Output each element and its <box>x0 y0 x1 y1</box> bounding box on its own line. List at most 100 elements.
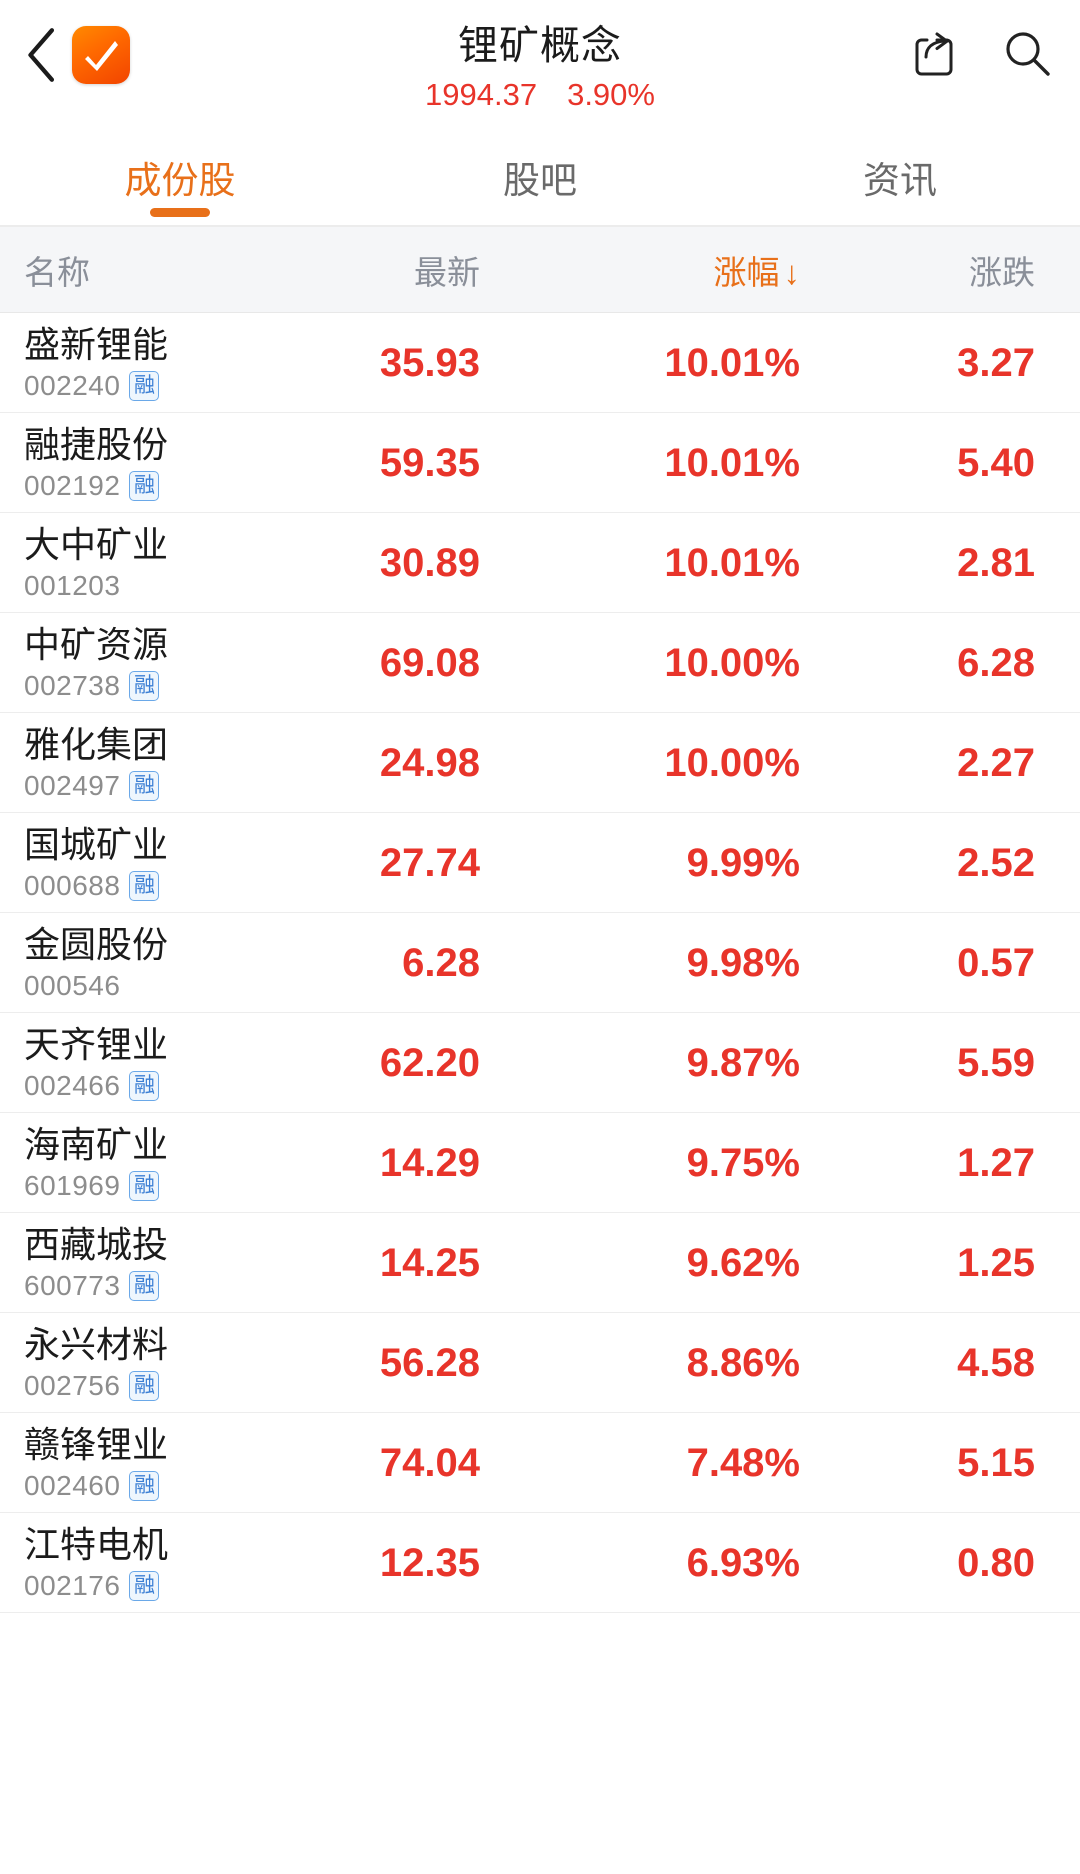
column-header-change-percent[interactable]: 涨幅 ↓ <box>560 246 860 294</box>
index-value: 1994.37 <box>425 77 538 112</box>
stock-code: 002497 <box>24 769 121 801</box>
app-logo-checkmark-icon[interactable] <box>72 26 130 84</box>
latest-price: 62.20 <box>379 1040 480 1085</box>
stock-name: 中矿资源 <box>24 623 169 665</box>
change-percent: 8.86% <box>686 1340 800 1385</box>
stock-code-line: 002756 融 <box>24 1369 300 1403</box>
change-amount-cell: 2.27 <box>860 739 1080 787</box>
column-header-change[interactable]: 涨跌 <box>860 246 1080 294</box>
latest-price: 12.35 <box>379 1540 480 1585</box>
column-header-name-label: 名称 <box>24 253 90 291</box>
change-amount-cell: 3.27 <box>860 339 1080 387</box>
tab-news[interactable]: 资讯 <box>720 135 1080 225</box>
stock-identity: 金圆股份 000546融 <box>0 923 300 1003</box>
stock-code: 002756 <box>24 1369 121 1401</box>
change-amount-cell: 0.80 <box>860 1539 1080 1587</box>
tab-stock-bar[interactable]: 股吧 <box>360 135 720 225</box>
tab-label: 资讯 <box>863 159 937 201</box>
table-row[interactable]: 永兴材料 002756 融 56.28 8.86% 4.58 <box>0 1313 1080 1413</box>
column-header-change-percent-label: 涨幅 <box>713 253 780 291</box>
table-row[interactable]: 海南矿业 601969 融 14.29 9.75% 1.27 <box>0 1113 1080 1213</box>
stock-code: 002460 <box>24 1469 121 1501</box>
stock-identity: 融捷股份 002192 融 <box>0 423 300 503</box>
latest-price-cell: 14.29 <box>300 1139 560 1187</box>
tab-bar: 成份股 股吧 资讯 <box>0 135 1080 227</box>
change-percent: 9.62% <box>686 1240 800 1285</box>
stock-identity: 西藏城投 600773 融 <box>0 1223 300 1303</box>
table-column-header: 名称 最新 涨幅 ↓ 涨跌 <box>0 227 1080 313</box>
latest-price: 14.29 <box>379 1140 480 1185</box>
change-percent-cell: 7.48% <box>560 1439 860 1487</box>
table-row[interactable]: 国城矿业 000688 融 27.74 9.99% 2.52 <box>0 813 1080 913</box>
latest-price-cell: 35.93 <box>300 339 560 387</box>
table-row[interactable]: 中矿资源 002738 融 69.08 10.00% 6.28 <box>0 613 1080 713</box>
change-percent-cell: 6.93% <box>560 1539 860 1587</box>
column-header-name[interactable]: 名称 <box>0 246 300 294</box>
margin-trading-badge: 融 <box>129 1070 160 1101</box>
column-header-latest[interactable]: 最新 <box>300 246 560 294</box>
stock-name: 大中矿业 <box>24 523 169 565</box>
change-amount-cell: 5.40 <box>860 439 1080 487</box>
search-icon[interactable] <box>1002 28 1054 80</box>
latest-price-cell: 24.98 <box>300 739 560 787</box>
stock-name: 永兴材料 <box>24 1323 169 1365</box>
sort-descending-icon: ↓ <box>783 253 801 291</box>
latest-price: 35.93 <box>379 340 480 385</box>
stock-list: 盛新锂能 002240 融 35.93 10.01% 3.27 融捷股份 002192 融 59.… <box>0 313 1080 1613</box>
latest-price: 56.28 <box>379 1340 480 1385</box>
table-row[interactable]: 融捷股份 002192 融 59.35 10.01% 5.40 <box>0 413 1080 513</box>
change-amount: 2.81 <box>957 540 1035 585</box>
change-amount: 0.57 <box>957 940 1035 985</box>
latest-price: 74.04 <box>379 1440 480 1485</box>
table-row[interactable]: 江特电机 002176 融 12.35 6.93% 0.80 <box>0 1513 1080 1613</box>
latest-price-cell: 30.89 <box>300 539 560 587</box>
stock-code-line: 601969 融 <box>24 1169 300 1203</box>
stock-name: 盛新锂能 <box>24 323 169 365</box>
latest-price-cell: 12.35 <box>300 1539 560 1587</box>
latest-price-cell: 14.25 <box>300 1239 560 1287</box>
stock-identity: 天齐锂业 002466 融 <box>0 1023 300 1103</box>
stock-name: 江特电机 <box>24 1523 169 1565</box>
table-row[interactable]: 金圆股份 000546融 6.28 9.98% 0.57 <box>0 913 1080 1013</box>
margin-trading-badge: 融 <box>129 370 160 401</box>
margin-trading-badge: 融 <box>129 1470 160 1501</box>
change-percent-cell: 9.87% <box>560 1039 860 1087</box>
stock-code-line: 002497 融 <box>24 769 300 803</box>
stock-identity: 国城矿业 000688 融 <box>0 823 300 903</box>
table-row[interactable]: 天齐锂业 002466 融 62.20 9.87% 5.59 <box>0 1013 1080 1113</box>
margin-trading-badge: 融 <box>129 470 160 501</box>
latest-price-cell: 56.28 <box>300 1339 560 1387</box>
table-row[interactable]: 盛新锂能 002240 融 35.93 10.01% 3.27 <box>0 313 1080 413</box>
change-percent-cell: 10.01% <box>560 539 860 587</box>
change-percent: 10.01% <box>664 340 800 385</box>
stock-code-line: 002460 融 <box>24 1469 300 1503</box>
margin-trading-badge: 融 <box>129 1170 160 1201</box>
change-percent-cell: 9.75% <box>560 1139 860 1187</box>
navbar-left-group <box>22 26 130 84</box>
back-chevron-icon[interactable] <box>22 27 62 83</box>
table-row[interactable]: 西藏城投 600773 融 14.25 9.62% 1.25 <box>0 1213 1080 1313</box>
stock-code-line: 002176 融 <box>24 1569 300 1603</box>
stock-code-line: 600773 融 <box>24 1269 300 1303</box>
stock-name: 融捷股份 <box>24 423 169 465</box>
tab-constituent-stocks[interactable]: 成份股 <box>0 135 360 225</box>
change-percent: 10.01% <box>664 440 800 485</box>
change-percent-cell: 9.62% <box>560 1239 860 1287</box>
table-row[interactable]: 雅化集团 002497 融 24.98 10.00% 2.27 <box>0 713 1080 813</box>
stock-code: 002192 <box>24 469 121 501</box>
share-icon[interactable] <box>906 29 956 79</box>
margin-trading-badge: 融 <box>129 770 160 801</box>
change-percent: 10.00% <box>664 740 800 785</box>
change-percent-cell: 10.01% <box>560 439 860 487</box>
table-row[interactable]: 大中矿业 001203融 30.89 10.01% 2.81 <box>0 513 1080 613</box>
tab-label: 成份股 <box>124 159 236 201</box>
change-amount-cell: 1.27 <box>860 1139 1080 1187</box>
latest-price-cell: 74.04 <box>300 1439 560 1487</box>
change-amount: 2.52 <box>957 840 1035 885</box>
table-row[interactable]: 赣锋锂业 002460 融 74.04 7.48% 5.15 <box>0 1413 1080 1513</box>
tab-active-indicator <box>150 208 210 217</box>
stock-name: 金圆股份 <box>24 923 169 965</box>
margin-trading-badge: 融 <box>129 1370 160 1401</box>
change-amount: 5.59 <box>957 1040 1035 1085</box>
change-amount: 4.58 <box>957 1340 1035 1385</box>
